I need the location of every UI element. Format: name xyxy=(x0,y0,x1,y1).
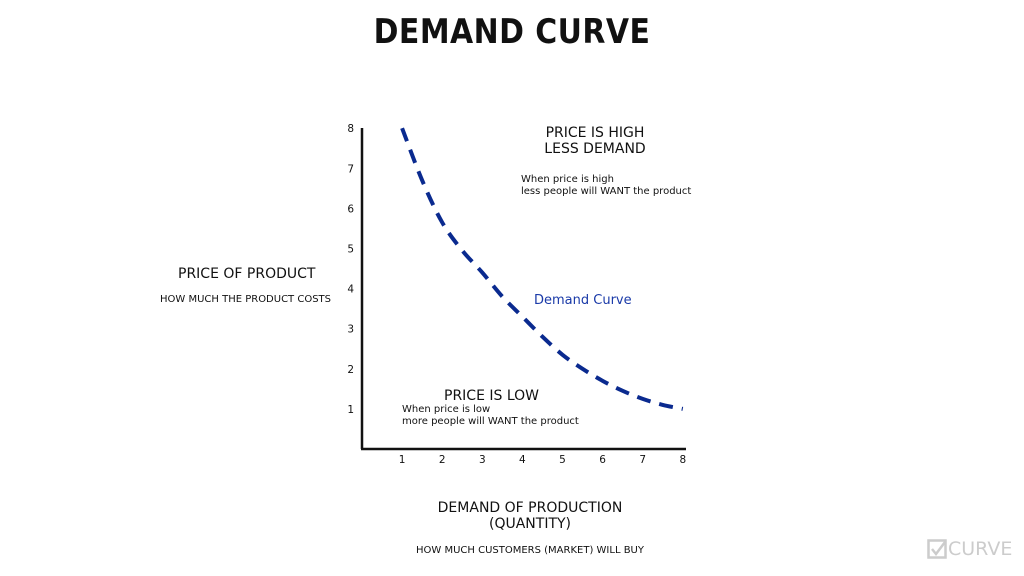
price-low-text: When price is low more people will WANT … xyxy=(402,404,579,428)
y-tick-label: 4 xyxy=(347,284,354,296)
price-low-text-line1: When price is low xyxy=(402,404,491,415)
demand-curve-label: Demand Curve xyxy=(534,293,632,308)
curve-logo: CURVE xyxy=(927,538,1012,560)
price-high-heading: PRICE IS HIGH LESS DEMAND xyxy=(540,125,650,157)
tick-labels: 1 2 3 4 5 6 7 8 1 2 3 4 5 6 7 8 xyxy=(347,123,686,466)
x-axis-heading-line1: DEMAND OF PRODUCTION xyxy=(437,500,623,516)
chart-title: DEMAND CURVE xyxy=(373,12,651,52)
y-tick-label: 2 xyxy=(347,364,354,376)
x-tick-label: 5 xyxy=(559,454,566,466)
x-tick-label: 1 xyxy=(399,454,406,466)
x-tick-label: 2 xyxy=(439,454,446,466)
y-tick-label: 1 xyxy=(347,404,354,416)
price-high-text: When price is high less people will WANT… xyxy=(521,174,691,198)
y-axis-heading: PRICE OF PRODUCT xyxy=(178,266,316,282)
x-axis-heading-line2: (QUANTITY) xyxy=(488,516,572,532)
y-tick-label: 7 xyxy=(347,163,354,175)
y-tick-label: 8 xyxy=(347,123,354,135)
x-tick-label: 8 xyxy=(679,454,686,466)
price-low-heading: PRICE IS LOW xyxy=(444,388,539,404)
checkbox-logo-icon xyxy=(927,539,947,559)
x-tick-label: 7 xyxy=(639,454,646,466)
x-tick-label: 3 xyxy=(479,454,486,466)
demand-curve-line xyxy=(400,127,684,411)
price-high-text-line2: less people will WANT the product xyxy=(521,186,692,197)
x-axis-heading: DEMAND OF PRODUCTION (QUANTITY) xyxy=(400,500,660,532)
y-tick-label: 5 xyxy=(347,244,354,256)
price-high-text-line1: When price is high xyxy=(521,174,614,185)
x-axis-subheading: HOW MUCH CUSTOMERS (MARKET) WILL BUY xyxy=(416,545,644,556)
y-axis-subheading: HOW MUCH THE PRODUCT COSTS xyxy=(160,294,332,305)
y-tick-label: 6 xyxy=(347,203,354,215)
price-low-text-line2: more people will WANT the product xyxy=(402,416,579,427)
x-tick-label: 4 xyxy=(519,454,526,466)
logo-text: CURVE xyxy=(948,538,1013,560)
x-tick-label: 6 xyxy=(599,454,606,466)
price-high-line2: LESS DEMAND xyxy=(544,141,646,157)
price-high-line1: PRICE IS HIGH xyxy=(545,125,645,141)
y-tick-label: 3 xyxy=(347,324,354,336)
